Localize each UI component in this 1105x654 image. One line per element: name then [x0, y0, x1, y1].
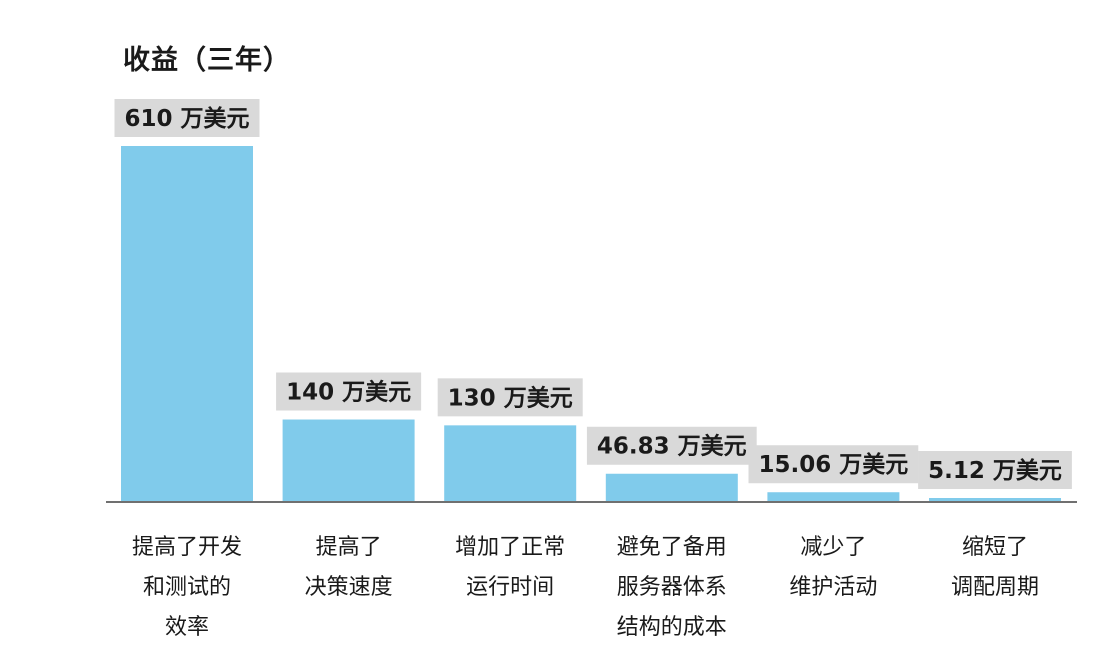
bar [605, 473, 738, 501]
x-tick-label: 避免了备用 服务器体系 结构的成本 [616, 535, 727, 640]
x-tick-label: 减少了 维护活动 [789, 535, 878, 600]
bar [121, 146, 253, 501]
data-label: 130 万美元 [437, 378, 583, 417]
data-label-background [276, 372, 422, 411]
data-label-background [437, 378, 583, 417]
data-label-text: 15.06 万美元 [759, 451, 909, 478]
data-label: 46.83 万美元 [586, 426, 757, 465]
data-label-background [918, 451, 1072, 489]
data-label-text: 130 万美元 [448, 384, 573, 411]
data-label: 140 万美元 [276, 372, 422, 411]
data-label-text: 140 万美元 [286, 379, 411, 406]
bar [444, 425, 577, 501]
bar [767, 492, 900, 501]
data-label-background [114, 99, 260, 137]
x-tick-label: 提高了开发 和测试的 效率 [131, 535, 242, 640]
data-label-background [586, 426, 757, 465]
data-label-background [748, 445, 919, 484]
data-label: 15.06 万美元 [748, 445, 919, 484]
data-label-text: 5.12 万美元 [928, 457, 1062, 484]
x-tick-label: 缩短了 调配周期 [950, 535, 1039, 600]
data-label: 610 万美元 [114, 99, 260, 137]
x-tick-label: 增加了正常 运行时间 [455, 535, 566, 600]
data-label: 5.12 万美元 [918, 451, 1072, 489]
chart-title: 收益（三年） [123, 45, 291, 76]
bar [929, 498, 1061, 501]
data-label-text: 610 万美元 [124, 105, 249, 132]
x-tick-label: 提高了 决策速度 [304, 535, 393, 600]
data-label-text: 46.83 万美元 [597, 433, 747, 460]
bar [282, 419, 415, 501]
